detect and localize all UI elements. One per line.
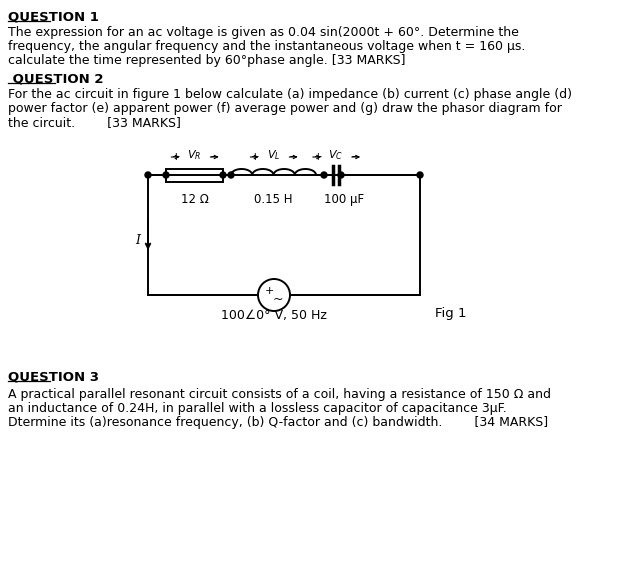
Text: The expression for an ac voltage is given as 0.04 sin(2000t + 60°. Determine the: The expression for an ac voltage is give… bbox=[8, 26, 519, 39]
Circle shape bbox=[145, 172, 151, 178]
Circle shape bbox=[220, 172, 226, 178]
Text: I: I bbox=[135, 234, 140, 246]
Circle shape bbox=[321, 172, 327, 178]
Text: −: − bbox=[289, 152, 298, 162]
Circle shape bbox=[258, 279, 290, 311]
Circle shape bbox=[163, 172, 169, 178]
Text: 100∠0° V, 50 Hz: 100∠0° V, 50 Hz bbox=[221, 309, 327, 322]
Text: frequency, the angular frequency and the instantaneous voltage when t = 160 μs.: frequency, the angular frequency and the… bbox=[8, 40, 525, 53]
Text: power factor (e) apparent power (f) average power and (g) draw the phasor diagra: power factor (e) apparent power (f) aver… bbox=[8, 102, 562, 115]
Text: A practical parallel resonant circuit consists of a coil, having a resistance of: A practical parallel resonant circuit co… bbox=[8, 388, 551, 401]
Circle shape bbox=[338, 172, 344, 178]
Text: calculate the time represented by 60°phase angle. [33 MARKS]: calculate the time represented by 60°pha… bbox=[8, 54, 406, 67]
Text: 0.15 H: 0.15 H bbox=[254, 193, 292, 206]
Text: +: + bbox=[265, 286, 274, 296]
Text: QUESTION 1: QUESTION 1 bbox=[8, 10, 99, 23]
Text: +: + bbox=[251, 152, 260, 162]
Text: −: − bbox=[351, 152, 361, 162]
Text: QUESTION 2: QUESTION 2 bbox=[8, 72, 104, 85]
Text: $V_C$: $V_C$ bbox=[329, 148, 343, 162]
Circle shape bbox=[417, 172, 423, 178]
Text: $V_L$: $V_L$ bbox=[267, 148, 280, 162]
Text: ~: ~ bbox=[273, 292, 283, 305]
Text: $V_R$: $V_R$ bbox=[188, 148, 202, 162]
Text: 100 μF: 100 μF bbox=[324, 193, 364, 206]
Text: +: + bbox=[314, 152, 322, 162]
Bar bbox=[166, 168, 223, 182]
Text: For the ac circuit in figure 1 below calculate (a) impedance (b) current (c) pha: For the ac circuit in figure 1 below cal… bbox=[8, 88, 572, 101]
Text: QUESTION 3: QUESTION 3 bbox=[8, 370, 99, 383]
Text: −: − bbox=[210, 152, 219, 162]
Text: 12 Ω: 12 Ω bbox=[181, 193, 209, 206]
Text: Dtermine its (a)resonance frequency, (b) Q-factor and (c) bandwidth.        [34 : Dtermine its (a)resonance frequency, (b)… bbox=[8, 416, 548, 429]
Circle shape bbox=[228, 172, 234, 178]
Text: an inductance of 0.24H, in parallel with a lossless capacitor of capacitance 3μF: an inductance of 0.24H, in parallel with… bbox=[8, 402, 507, 415]
Text: Fig 1: Fig 1 bbox=[435, 307, 466, 320]
Text: the circuit.        [33 MARKS]: the circuit. [33 MARKS] bbox=[8, 116, 181, 129]
Text: +: + bbox=[172, 152, 181, 162]
